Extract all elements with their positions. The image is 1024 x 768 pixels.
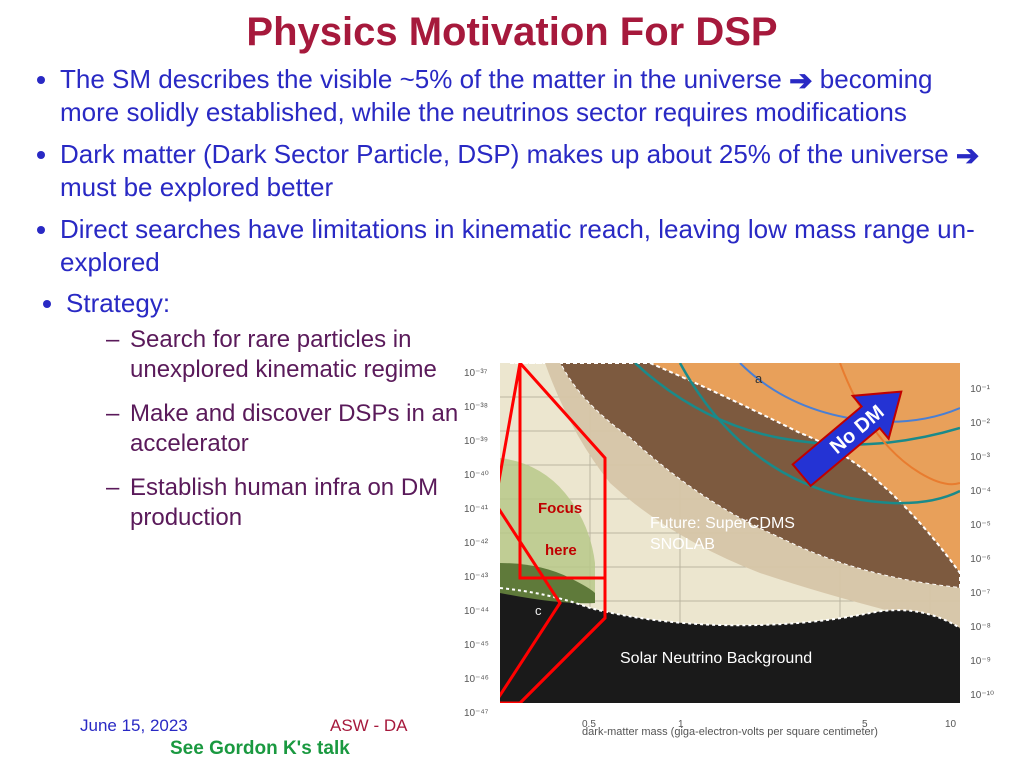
exclusion-chart: dark-matter–nucleon cross section (squar… [440,358,1020,738]
page-title: Physics Motivation For DSP [0,0,1024,63]
arrow-icon: ➔ [789,67,812,95]
bullet-3: Direct searches have limitations in kine… [60,213,994,278]
strategy-item: Make and discover DSPs in an accelerator [130,399,470,459]
svg-text:SNOLAB: SNOLAB [650,536,715,553]
focus-text-2: here [545,542,577,559]
footer-date: June 15, 2023 [80,716,188,736]
y-right-ticks: 10⁻¹10⁻² 10⁻³10⁻⁴ 10⁻⁵10⁻⁶ 10⁻⁷10⁻⁸ 10⁻⁹… [970,373,994,713]
x-axis-label: dark-matter mass (giga-electron-volts pe… [582,726,878,738]
arrow-icon: ➔ [956,142,979,170]
footer-talk-reference: See Gordon K's talk [170,738,350,760]
strategy-item: Search for rare particles in unexplored … [130,325,470,385]
main-bullets: The SM describes the visible ~5% of the … [0,63,1024,278]
bullet-1: The SM describes the visible ~5% of the … [60,63,994,128]
bullet-2: Dark matter (Dark Sector Particle, DSP) … [60,138,994,203]
footer-center: ASW - DA [330,716,407,736]
focus-text-1: Focus [538,500,582,517]
y-left-ticks: 10⁻³⁷10⁻³⁸ 10⁻³⁹10⁻⁴⁰ 10⁻⁴¹10⁻⁴² 10⁻⁴³10… [464,357,489,731]
chart-svg: a c No DM Focus here Future: SuperCDMS S… [500,363,960,703]
region-a-label: a [755,371,763,386]
solar-text: Solar Neutrino Background [620,650,812,667]
region-c-label: c [535,603,542,618]
plot-area: a c No DM Focus here Future: SuperCDMS S… [500,363,960,703]
strategy-item: Establish human infra on DM production [130,473,470,533]
strategy-list: Search for rare particles in unexplored … [40,319,480,533]
future-text: Future: SuperCDMS [650,515,795,532]
strategy-heading: Strategy: [66,288,480,319]
